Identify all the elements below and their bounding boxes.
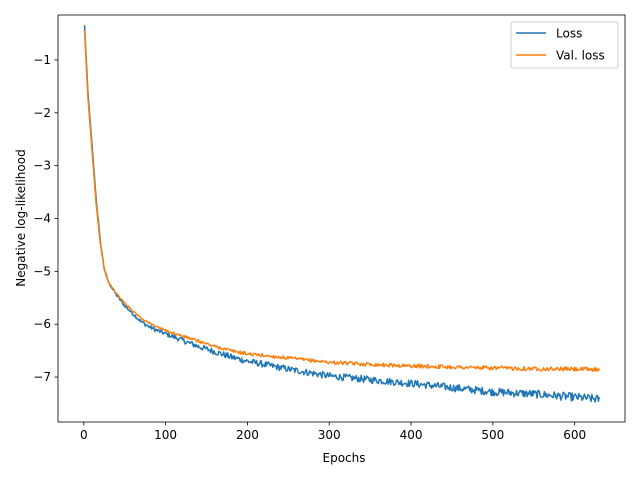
y-tick-label: −2 [33, 106, 51, 120]
series-lines [83, 25, 600, 403]
y-tick-label: −1 [33, 53, 51, 67]
legend-label-loss: Loss [556, 27, 582, 41]
x-tick-label: 300 [318, 428, 341, 442]
x-tick-label: 500 [481, 428, 504, 442]
y-tick-label: −6 [33, 317, 51, 331]
x-axis-label: Epochs [323, 451, 366, 465]
series-line-val-loss [83, 30, 600, 372]
x-tick-label: 400 [400, 428, 423, 442]
y-tick-label: −7 [33, 370, 51, 384]
series-line-loss [83, 25, 600, 403]
y-axis-label: Negative log-likelihood [14, 149, 28, 286]
y-tick-label: −5 [33, 264, 51, 278]
x-tick-label: 200 [236, 428, 259, 442]
x-tick-label: 600 [563, 428, 586, 442]
y-axis: −7 −6 −5 −4 −3 −2 −1 [33, 53, 58, 384]
x-tick-label: 0 [80, 428, 88, 442]
legend-label-val-loss: Val. loss [556, 49, 605, 63]
y-tick-label: −3 [33, 159, 51, 173]
legend: Loss Val. loss [510, 21, 619, 69]
y-tick-label: −4 [33, 212, 51, 226]
x-tick-label: 100 [154, 428, 177, 442]
x-axis: 0 100 200 300 400 500 600 [80, 422, 586, 442]
